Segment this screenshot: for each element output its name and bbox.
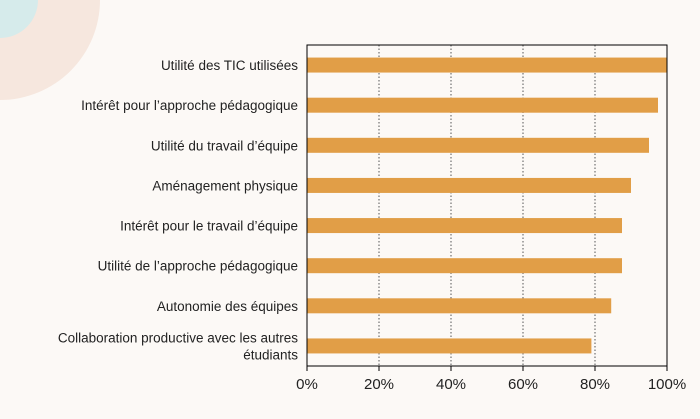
y-category-label-line: Utilité du travail d’équipe: [151, 138, 298, 153]
y-category-label-7: Collaboration productive avec les autres…: [58, 330, 298, 362]
y-category-label-line: Autonomie des équipes: [157, 299, 298, 314]
y-category-label-line: Aménagement physique: [152, 178, 298, 193]
plot-border: [306, 44, 668, 367]
decorative-corner: [0, 0, 100, 100]
bar-3: [307, 177, 631, 193]
x-tick-label-3: 60%: [508, 376, 538, 393]
x-tick-label-5: 100%: [648, 376, 686, 393]
y-category-label-4: Intérêt pour le travail d’équipe: [120, 219, 298, 234]
y-category-label-line: étudiants: [243, 347, 298, 362]
y-category-label-line: Intérêt pour l’approche pédagogique: [81, 98, 298, 113]
x-tick-label-2: 40%: [436, 376, 466, 393]
x-tick-label-1: 20%: [364, 376, 394, 393]
x-axis-ticks: 0% 20% 40% 60% 80% 100%: [296, 366, 686, 393]
bar-7: [307, 338, 592, 354]
plot-frame: [306, 44, 668, 367]
x-tick-label-0: 0%: [296, 376, 318, 393]
y-category-label-line: Utilité des TIC utilisées: [161, 58, 298, 73]
y-category-label-line: Collaboration productive avec les autres: [58, 330, 298, 345]
bar-5: [307, 258, 622, 274]
decorative-arc-inner: [0, 0, 38, 38]
bar-0: [307, 57, 667, 73]
y-category-label-line: Utilité de l’approche pédagogique: [98, 259, 298, 274]
x-tick-label-4: 80%: [580, 376, 610, 393]
bar-4: [307, 218, 622, 234]
y-category-label-6: Autonomie des équipes: [157, 299, 298, 314]
bar-6: [307, 298, 612, 314]
y-category-label-2: Utilité du travail d’équipe: [151, 138, 298, 153]
bars: [307, 57, 667, 354]
y-category-label-0: Utilité des TIC utilisées: [161, 58, 298, 73]
gridlines: [378, 45, 596, 366]
y-category-label-1: Intérêt pour l’approche pédagogique: [81, 98, 298, 113]
bar-1: [307, 97, 658, 113]
y-category-label-line: Intérêt pour le travail d’équipe: [120, 219, 298, 234]
y-category-label-5: Utilité de l’approche pédagogique: [98, 259, 298, 274]
y-axis-labels: Utilité des TIC utilisées Intérêt pour l’…: [58, 58, 298, 362]
y-category-label-3: Aménagement physique: [152, 178, 298, 193]
bar-2: [307, 137, 649, 153]
